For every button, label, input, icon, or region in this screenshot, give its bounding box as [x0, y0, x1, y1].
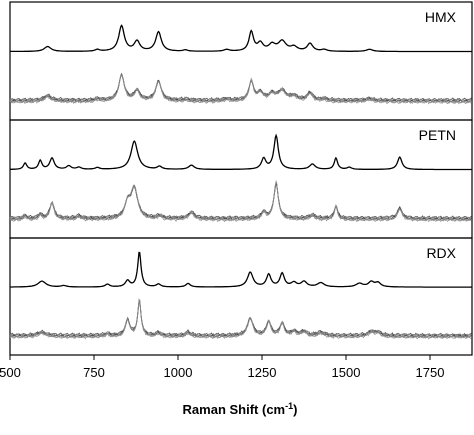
panel-label-rdx: RDX — [426, 245, 456, 261]
series-reference-rdx — [10, 251, 472, 288]
series-measured-hmx-1 — [9, 73, 472, 102]
x-axis-title-close: ) — [293, 402, 297, 417]
x-tick-label-1500: 1500 — [332, 365, 361, 380]
x-axis: 500 750 1000 1250 1500 1750 — [0, 355, 444, 380]
x-axis-title-main: Raman Shift (cm — [183, 402, 286, 417]
panel-label-petn: PETN — [419, 127, 456, 143]
x-tick-label-1750: 1750 — [416, 365, 445, 380]
panel-hmx: HMX — [9, 1, 473, 121]
x-tick-label-500: 500 — [0, 365, 21, 380]
x-tick-label-1250: 1250 — [248, 365, 277, 380]
series-measured-rdx-6 — [9, 299, 472, 340]
panels-group: HMX PETN RDX — [9, 1, 473, 356]
series-reference-petn — [10, 133, 472, 171]
x-axis-title-superscript: -1 — [285, 401, 293, 411]
panel-rdx: RDX — [9, 237, 473, 356]
series-measured-petn-6 — [9, 179, 472, 223]
series-reference-hmx — [9, 24, 472, 53]
panel-petn: PETN — [9, 119, 473, 239]
series-measured-rdx-1 — [9, 300, 472, 337]
series-measured-rdx-2 — [9, 301, 472, 337]
series-measured-hmx-2 — [9, 74, 472, 103]
panel-label-hmx: HMX — [425, 9, 457, 25]
panel-frame — [9, 237, 473, 356]
x-axis-title: Raman Shift (cm-1) — [183, 401, 298, 417]
x-tick-label-750: 750 — [83, 365, 105, 380]
series-measured-hmx-6 — [9, 74, 472, 105]
x-tick-label-1000: 1000 — [164, 365, 193, 380]
